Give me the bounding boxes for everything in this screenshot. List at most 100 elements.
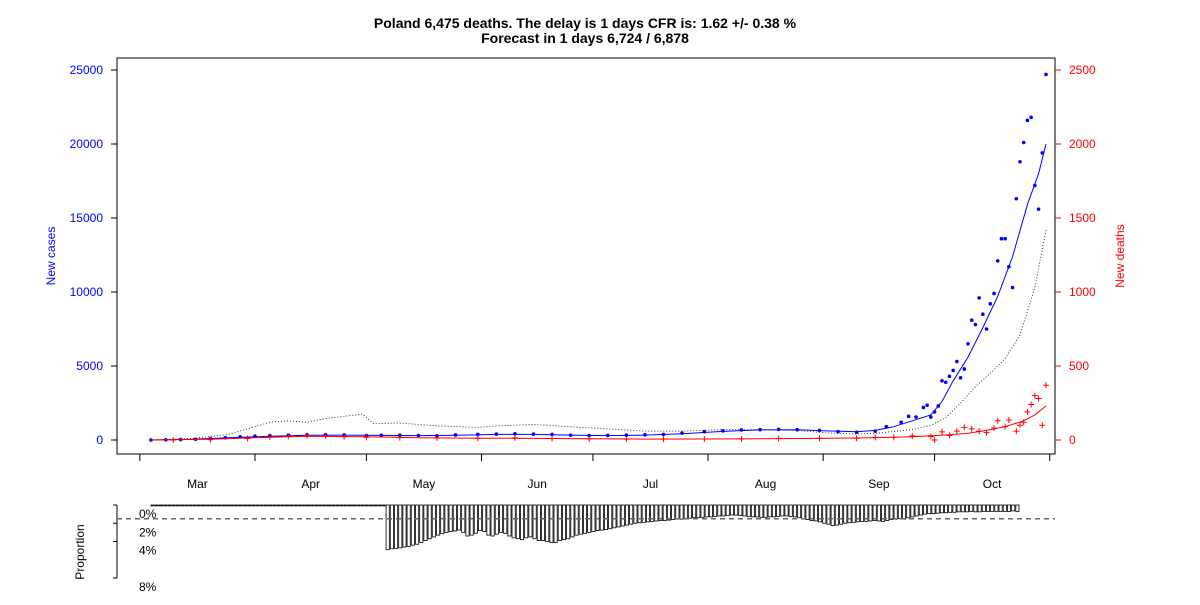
right-axis: 0 500 1000 1500 2000 2500	[1055, 63, 1096, 447]
proportion-bar	[469, 504, 474, 536]
proportion-bar	[213, 504, 218, 507]
proportion-bar	[276, 504, 281, 507]
proportion-bar	[864, 504, 869, 522]
right-axis-tick-label: 1500	[1069, 211, 1096, 225]
left-axis-label: New cases	[44, 227, 58, 286]
cases-point	[906, 414, 911, 419]
proportion-bar	[305, 504, 310, 507]
deaths-point	[303, 432, 310, 439]
proportion-bar	[965, 504, 970, 513]
proportion-bar	[280, 504, 285, 507]
proportion-bar	[944, 504, 949, 514]
proportion-bar	[994, 504, 999, 512]
proportion-bar	[671, 504, 676, 521]
proportion-bar	[301, 504, 306, 507]
proportion-bar	[969, 504, 974, 512]
proportion-bar	[385, 504, 390, 551]
proportion-bar	[158, 504, 163, 507]
proportion-bar	[171, 504, 176, 507]
proportion-bar	[507, 504, 512, 537]
cases-point	[929, 415, 933, 419]
proportion-bar	[742, 504, 747, 517]
proportion-bar	[792, 504, 797, 518]
proportion-bar	[910, 504, 915, 518]
proportion-bar	[885, 504, 890, 521]
cases-point	[921, 405, 926, 410]
proportion-bar	[784, 504, 789, 517]
cases-point	[1036, 207, 1041, 211]
cases-point	[940, 379, 944, 383]
cases-point	[984, 327, 989, 331]
proportion-bar	[465, 504, 470, 537]
proportion-bar	[347, 504, 352, 507]
proportion-bar	[645, 504, 650, 523]
proportion-bar	[457, 504, 462, 531]
proportion-bar	[729, 504, 734, 516]
deaths-point	[363, 434, 370, 441]
proportion-bar	[872, 504, 877, 521]
proportion-bar	[973, 504, 978, 513]
proportion-bar	[595, 504, 600, 531]
proportion-bar	[205, 504, 210, 507]
proportion-bar	[662, 504, 667, 521]
proportion-bar	[566, 504, 571, 540]
proportion-bar	[713, 504, 718, 517]
proportion-bar	[889, 504, 894, 521]
proportion-bar	[776, 504, 781, 517]
proportion-bar	[154, 504, 159, 507]
proportion-bar	[322, 504, 327, 507]
proportion-bar	[255, 504, 260, 507]
proportion-bar	[977, 504, 982, 513]
proportion-bar	[511, 504, 516, 539]
deaths-point	[953, 428, 960, 435]
proportion-axis-label: Proportion	[73, 524, 87, 579]
proportion-bar	[473, 504, 478, 534]
proportion-bar	[1015, 504, 1020, 512]
proportion-bar	[755, 504, 760, 518]
proportion-bar	[419, 504, 424, 543]
proportion-bar	[654, 504, 659, 522]
proportion-bar	[578, 504, 583, 535]
proportion-bar	[696, 504, 701, 519]
cases-point	[925, 403, 929, 408]
proportion-bar	[738, 504, 743, 516]
left-axis-tick-label: 20000	[70, 137, 104, 151]
proportion-bar	[918, 504, 923, 516]
proportion-bar	[612, 504, 617, 529]
proportion-bar	[679, 504, 684, 520]
proportion-bar	[633, 504, 638, 524]
deaths-point	[931, 437, 938, 443]
proportion-bar	[914, 504, 919, 517]
x-axis-tick-label: Mar	[187, 477, 208, 491]
proportion-bar	[196, 504, 201, 507]
proportion-bar	[797, 504, 802, 519]
cases-point	[962, 367, 967, 371]
proportion-bar	[746, 504, 751, 517]
deaths-point	[909, 432, 916, 439]
cases-point	[973, 322, 978, 327]
proportion-bar	[272, 504, 277, 507]
proportion-bar	[906, 504, 911, 519]
cases-point	[988, 302, 993, 306]
proportion-bar	[364, 504, 369, 507]
proportion-bar	[700, 504, 705, 518]
proportion-bar	[368, 504, 373, 507]
proportion-bar	[851, 504, 856, 523]
proportion-bar	[175, 504, 180, 507]
cases-smoothed-line	[150, 143, 1047, 441]
proportion-bar	[998, 504, 1003, 512]
proportion-bar	[1002, 504, 1007, 512]
cases-dotted-line	[150, 229, 1047, 441]
proportion-bar	[637, 504, 642, 524]
deaths-point	[1013, 428, 1020, 435]
proportion-tick-label: 8%	[139, 580, 157, 594]
cases-point	[1018, 159, 1022, 164]
proportion-bar	[234, 504, 239, 507]
left-axis: 0 5000 10000 15000 20000 25000	[70, 63, 118, 447]
proportion-bar	[931, 504, 936, 515]
proportion-bar	[436, 504, 441, 536]
proportion-bar	[520, 504, 525, 541]
cases-point	[1021, 140, 1026, 145]
proportion-bar	[675, 504, 680, 520]
proportion-bar	[431, 504, 436, 538]
